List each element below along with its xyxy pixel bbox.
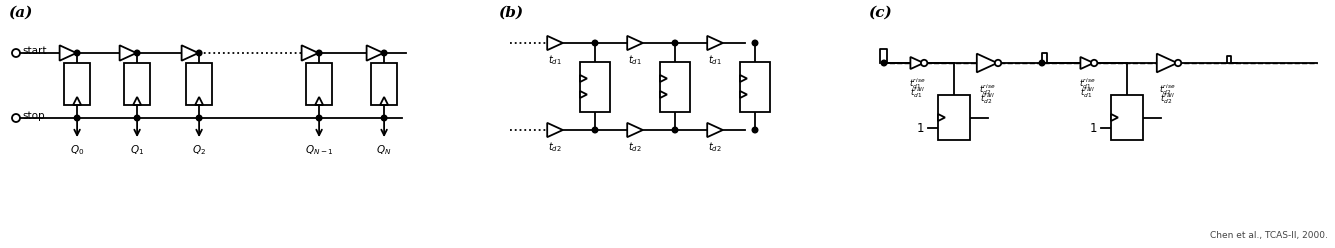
Text: $t_{d1}$: $t_{d1}$ bbox=[629, 53, 642, 67]
Text: $t_{d1}$: $t_{d1}$ bbox=[549, 53, 562, 67]
Text: (b): (b) bbox=[498, 6, 523, 20]
Text: (a): (a) bbox=[8, 6, 32, 20]
Text: $Q_N$: $Q_N$ bbox=[376, 143, 391, 157]
Circle shape bbox=[1175, 60, 1181, 66]
Polygon shape bbox=[120, 45, 136, 61]
Polygon shape bbox=[1111, 114, 1117, 121]
Circle shape bbox=[196, 50, 202, 56]
Circle shape bbox=[673, 127, 678, 133]
Text: $t_{d2}^{fall}$: $t_{d2}^{fall}$ bbox=[1160, 91, 1175, 106]
Bar bbox=[186, 63, 212, 105]
Text: $t_{d2}^{rise}$: $t_{d2}^{rise}$ bbox=[1159, 82, 1175, 97]
Polygon shape bbox=[740, 75, 748, 82]
Polygon shape bbox=[302, 45, 319, 61]
Circle shape bbox=[75, 115, 80, 121]
Text: $t_{d2}^{rise}$: $t_{d2}^{rise}$ bbox=[979, 82, 995, 97]
Circle shape bbox=[316, 115, 322, 121]
Text: $Q_{N-1}$: $Q_{N-1}$ bbox=[304, 143, 334, 157]
Circle shape bbox=[881, 60, 886, 66]
Circle shape bbox=[593, 127, 598, 133]
Text: $t_{d2}^{fall}$: $t_{d2}^{fall}$ bbox=[980, 91, 995, 106]
Polygon shape bbox=[547, 123, 563, 137]
Circle shape bbox=[135, 50, 140, 56]
Polygon shape bbox=[708, 36, 722, 50]
Text: $Q_2$: $Q_2$ bbox=[192, 143, 206, 157]
Polygon shape bbox=[60, 45, 76, 61]
Text: $t_{d2}$: $t_{d2}$ bbox=[708, 140, 722, 154]
Polygon shape bbox=[708, 123, 722, 137]
Text: 1: 1 bbox=[916, 122, 924, 134]
Text: $t_{d1}^{fall}$: $t_{d1}^{fall}$ bbox=[1080, 85, 1095, 100]
Polygon shape bbox=[740, 91, 748, 98]
Text: $t_{d1}$: $t_{d1}$ bbox=[708, 53, 722, 67]
Circle shape bbox=[75, 50, 80, 56]
Circle shape bbox=[12, 49, 20, 57]
Bar bbox=[579, 62, 610, 112]
Polygon shape bbox=[579, 75, 587, 82]
Circle shape bbox=[382, 50, 387, 56]
Circle shape bbox=[752, 40, 758, 46]
Polygon shape bbox=[1080, 57, 1093, 69]
Text: start: start bbox=[21, 46, 47, 56]
Circle shape bbox=[382, 115, 387, 121]
Circle shape bbox=[135, 115, 140, 121]
Circle shape bbox=[12, 114, 20, 122]
Circle shape bbox=[196, 115, 202, 121]
Polygon shape bbox=[659, 91, 668, 98]
Text: 1: 1 bbox=[1089, 122, 1097, 134]
Text: $t_{d1}^{rise}$: $t_{d1}^{rise}$ bbox=[1079, 76, 1095, 91]
Bar bbox=[659, 62, 690, 112]
Text: (c): (c) bbox=[868, 6, 892, 20]
Circle shape bbox=[593, 40, 598, 46]
Polygon shape bbox=[579, 91, 587, 98]
Circle shape bbox=[995, 60, 1001, 66]
Bar bbox=[64, 63, 89, 105]
Circle shape bbox=[673, 40, 678, 46]
Text: $t_{d1}^{fall}$: $t_{d1}^{fall}$ bbox=[909, 85, 924, 100]
Circle shape bbox=[752, 127, 758, 133]
Text: stop: stop bbox=[21, 111, 44, 121]
Polygon shape bbox=[547, 36, 563, 50]
Polygon shape bbox=[367, 45, 383, 61]
Circle shape bbox=[921, 60, 928, 66]
Polygon shape bbox=[627, 36, 642, 50]
Polygon shape bbox=[939, 114, 945, 121]
Polygon shape bbox=[977, 54, 997, 72]
Circle shape bbox=[316, 50, 322, 56]
Bar bbox=[306, 63, 332, 105]
Text: Chen et al., TCAS-II, 2000.: Chen et al., TCAS-II, 2000. bbox=[1210, 231, 1328, 240]
Polygon shape bbox=[910, 57, 924, 69]
Polygon shape bbox=[1157, 54, 1177, 72]
Bar bbox=[1111, 95, 1143, 140]
Bar bbox=[124, 63, 150, 105]
Circle shape bbox=[1091, 60, 1097, 66]
Text: $t_{d2}$: $t_{d2}$ bbox=[549, 140, 562, 154]
Circle shape bbox=[1039, 60, 1045, 66]
Text: $Q_1$: $Q_1$ bbox=[129, 143, 144, 157]
Bar bbox=[371, 63, 396, 105]
Polygon shape bbox=[182, 45, 199, 61]
Text: $t_{d2}$: $t_{d2}$ bbox=[629, 140, 642, 154]
Bar bbox=[740, 62, 770, 112]
Polygon shape bbox=[659, 75, 668, 82]
Text: $t_{d1}^{rise}$: $t_{d1}^{rise}$ bbox=[909, 76, 925, 91]
Polygon shape bbox=[627, 123, 642, 137]
Text: $Q_0$: $Q_0$ bbox=[69, 143, 84, 157]
Bar bbox=[939, 95, 971, 140]
